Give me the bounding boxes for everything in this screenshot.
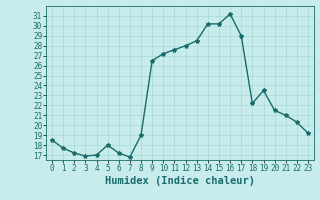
X-axis label: Humidex (Indice chaleur): Humidex (Indice chaleur) (105, 176, 255, 186)
